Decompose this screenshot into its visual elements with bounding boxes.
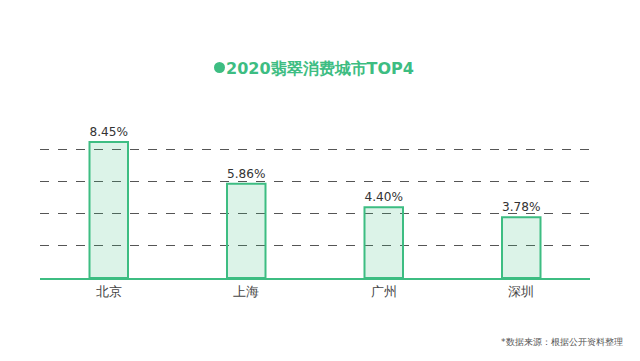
svg-text:5.86%: 5.86%	[227, 167, 265, 181]
svg-text:北京: 北京	[96, 284, 122, 299]
svg-text:8.45%: 8.45%	[90, 125, 128, 139]
svg-text:2020翡翠消费城市TOP4: 2020翡翠消费城市TOP4	[226, 59, 414, 78]
svg-text:*数据来源：根据公开资料整理: *数据来源：根据公开资料整理	[501, 337, 623, 347]
svg-text:深圳: 深圳	[508, 284, 534, 299]
svg-text:上海: 上海	[233, 284, 259, 299]
svg-text:3.78%: 3.78%	[502, 200, 540, 214]
svg-text:4.40%: 4.40%	[365, 190, 403, 204]
svg-text:广州: 广州	[371, 284, 397, 299]
